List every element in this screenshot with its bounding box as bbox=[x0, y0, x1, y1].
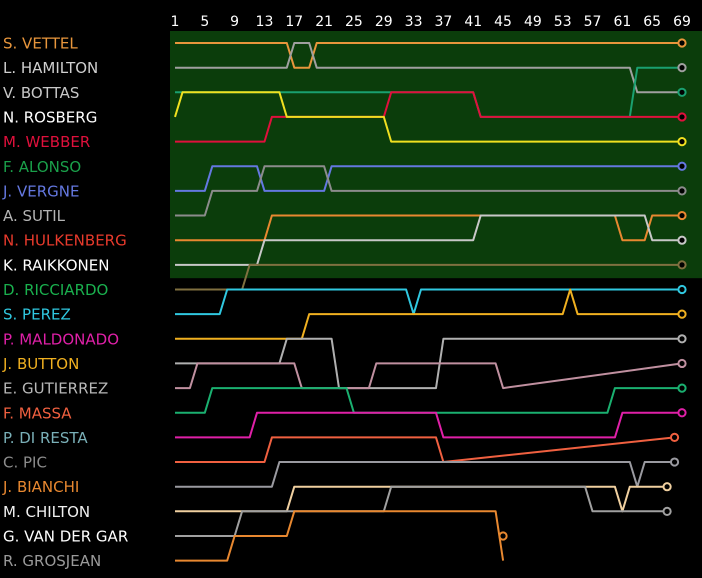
driver-label: C. PIC bbox=[3, 454, 47, 472]
lap-tick-label: 13 bbox=[256, 14, 274, 30]
driver-label: F. ALONSO bbox=[3, 158, 81, 176]
driver-label: S. VETTEL bbox=[3, 35, 78, 53]
driver-label: J. VERGNE bbox=[2, 182, 79, 200]
driver-label: P. MALDONADO bbox=[3, 330, 119, 348]
finish-marker bbox=[677, 210, 687, 221]
finish-marker bbox=[677, 358, 687, 369]
position-line bbox=[175, 42, 682, 69]
finish-marker bbox=[677, 334, 687, 344]
lap-tick-label: 33 bbox=[405, 14, 423, 30]
lap-tick-label: 45 bbox=[494, 14, 512, 30]
finish-marker bbox=[677, 235, 687, 245]
position-line bbox=[175, 510, 505, 562]
finish-marker bbox=[677, 309, 687, 319]
finish-marker bbox=[677, 38, 687, 48]
position-line bbox=[175, 214, 682, 266]
finish-marker bbox=[677, 87, 687, 97]
lap-tick-label: 57 bbox=[584, 14, 602, 30]
lap-tick-label: 69 bbox=[673, 14, 691, 30]
finish-marker bbox=[669, 457, 680, 467]
driver-label: J. BIANCHI bbox=[2, 478, 79, 496]
driver-label: L. HAMILTON bbox=[3, 59, 98, 77]
lap-tick-label: 49 bbox=[524, 14, 542, 30]
finish-marker bbox=[677, 161, 687, 171]
lap-tick-label: 21 bbox=[315, 14, 333, 30]
lap-tick-label: 41 bbox=[464, 14, 482, 30]
lap-tick-label: 9 bbox=[230, 14, 239, 30]
position-line bbox=[175, 485, 668, 537]
driver-label: M. WEBBER bbox=[3, 133, 90, 151]
driver-label: N. ROSBERG bbox=[3, 108, 97, 126]
finish-markers bbox=[498, 38, 687, 541]
driver-label: N. HULKENBERG bbox=[3, 232, 127, 250]
driver-label: G. VAN DER GAR bbox=[3, 528, 128, 546]
driver-label: E. GUTIERREZ bbox=[3, 380, 108, 398]
position-line bbox=[175, 436, 675, 463]
lap-tick-label: 61 bbox=[613, 14, 631, 30]
position-line bbox=[175, 42, 682, 94]
finish-marker bbox=[677, 112, 687, 122]
finish-marker bbox=[677, 260, 687, 270]
driver-label: V. BOTTAS bbox=[3, 84, 79, 102]
lap-tick-label: 25 bbox=[345, 14, 363, 30]
finish-marker bbox=[662, 506, 672, 516]
position-line bbox=[175, 91, 682, 143]
finish-marker bbox=[669, 432, 680, 442]
lap-axis: 1 5 9 13 17 21 25 29 33 37 41 45 49 53 57 61 65 69 bbox=[171, 14, 691, 30]
driver-label-list: S. VETTEL L. HAMILTON V. BOTTAS N. ROSBERG M… bbox=[2, 35, 128, 571]
lap-tick-label: 53 bbox=[554, 14, 572, 30]
position-line bbox=[175, 461, 675, 488]
finish-marker bbox=[677, 408, 687, 418]
position-line bbox=[175, 214, 682, 242]
driver-label: R. GROSJEAN bbox=[3, 552, 101, 570]
position-line bbox=[175, 337, 682, 390]
driver-label: A. SUTIL bbox=[3, 207, 66, 225]
finish-marker bbox=[677, 186, 687, 196]
finish-marker bbox=[677, 137, 687, 147]
lap-tick-label: 17 bbox=[285, 14, 303, 30]
position-line bbox=[175, 411, 682, 439]
lap-tick-label: 37 bbox=[434, 14, 452, 30]
driver-label: P. DI RESTA bbox=[3, 429, 88, 447]
finish-marker bbox=[677, 63, 687, 73]
position-line bbox=[174, 91, 682, 143]
lap-tick-label: 1 bbox=[171, 14, 180, 30]
points-zone-band bbox=[170, 31, 702, 279]
position-line bbox=[175, 288, 682, 316]
finish-marker bbox=[677, 383, 687, 393]
driver-label: M. CHILTON bbox=[3, 503, 90, 521]
finish-marker bbox=[662, 482, 672, 492]
lap-tick-label: 29 bbox=[375, 14, 393, 30]
driver-label: J. BUTTON bbox=[2, 355, 79, 373]
position-line bbox=[175, 165, 682, 217]
lap-tick-label: 5 bbox=[200, 14, 209, 30]
finish-marker bbox=[498, 531, 508, 541]
driver-label: S. PEREZ bbox=[3, 306, 71, 324]
driver-label: F. MASSA bbox=[3, 404, 72, 422]
lap-tick-label: 65 bbox=[643, 14, 661, 30]
position-lines bbox=[174, 42, 683, 562]
driver-label: D. RICCIARDO bbox=[3, 281, 108, 299]
position-line bbox=[175, 387, 682, 414]
finish-marker bbox=[677, 284, 687, 295]
driver-label: K. RAIKKONEN bbox=[3, 256, 109, 274]
